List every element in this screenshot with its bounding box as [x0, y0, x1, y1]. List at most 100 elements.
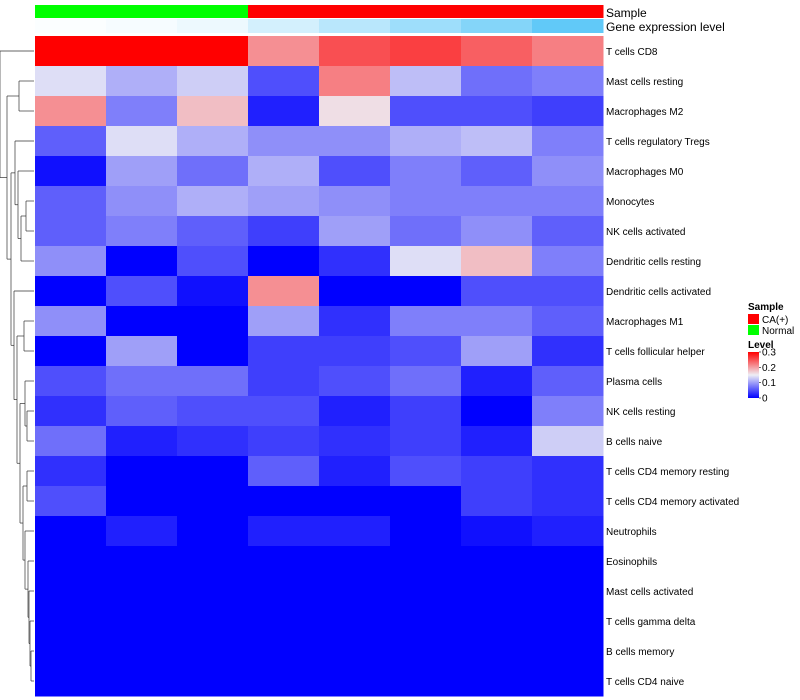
heatmap-cell: [461, 276, 533, 307]
row-label: Macrophages M2: [606, 107, 684, 118]
heatmap-cell: [461, 306, 533, 337]
legend-level-ticks: 0.3 0.2 0.1 0: [759, 348, 776, 405]
heatmap-cell: [461, 126, 533, 157]
heatmap-cell: [248, 156, 320, 187]
heatmap-cell: [106, 246, 178, 277]
heatmap-cell: [532, 546, 604, 577]
heatmap-cell: [177, 516, 249, 547]
annotation-sample-cell: [461, 5, 533, 18]
heatmap-cell: [106, 336, 178, 367]
row-label: NK cells activated: [606, 227, 685, 238]
heatmap-cell: [461, 486, 533, 517]
annotation-sample-cell: [177, 5, 249, 18]
row-label: Mast cells activated: [606, 587, 693, 598]
heatmap-cell: [106, 576, 178, 607]
heatmap-cell: [248, 336, 320, 367]
row-label: Neutrophils: [606, 527, 657, 538]
heatmap-cell: [532, 156, 604, 187]
heatmap-cell: [461, 516, 533, 547]
heatmap-cell: [390, 426, 462, 457]
heatmap-cell: [248, 666, 320, 697]
heatmap-cell: [177, 486, 249, 517]
row-label: B cells naive: [606, 437, 663, 448]
heatmap-cell: [248, 606, 320, 637]
heatmap-cell: [106, 546, 178, 577]
heatmap-cell: [106, 216, 178, 247]
heatmap-cell: [390, 666, 462, 697]
heatmap-cell: [248, 306, 320, 337]
heatmap-cell: [106, 156, 178, 187]
heatmap-cell: [390, 36, 462, 67]
heatmap-cell: [390, 366, 462, 397]
heatmap-cell: [177, 126, 249, 157]
heatmap-cell: [319, 486, 391, 517]
heatmap-cell: [532, 576, 604, 607]
heatmap-cell: [248, 396, 320, 427]
heatmap-cell: [35, 306, 107, 337]
heatmap-cell: [106, 96, 178, 127]
legend-level-tick-label: 0.2: [762, 363, 776, 374]
heatmap-cell: [177, 636, 249, 667]
heatmap-cell: [248, 516, 320, 547]
legend-level-tick-label: 0: [762, 394, 768, 405]
heatmap-cell: [106, 606, 178, 637]
heatmap-cell: [106, 486, 178, 517]
legend-sample-label-normal: Normal: [762, 326, 794, 337]
heatmap-cell: [390, 246, 462, 277]
heatmap-cell: [177, 336, 249, 367]
annotation-sample-cell: [390, 5, 462, 18]
heatmap-cell: [106, 276, 178, 307]
heatmap-cell: [319, 516, 391, 547]
heatmap-cell: [177, 426, 249, 457]
heatmap-cell: [461, 216, 533, 247]
heatmap-cell: [319, 96, 391, 127]
annotation-expression-cell: [106, 19, 178, 33]
heatmap-cell: [35, 666, 107, 697]
heatmap-cell: [248, 366, 320, 397]
heatmap-cell: [461, 546, 533, 577]
heatmap-cell: [461, 36, 533, 67]
heatmap-cell: [461, 426, 533, 457]
heatmap-cell: [248, 66, 320, 97]
heatmap-cell: [177, 606, 249, 637]
row-label: T cells CD8: [606, 47, 658, 58]
heatmap-cell: [177, 96, 249, 127]
legend-sample: Sample CA(+) Normal: [748, 302, 794, 337]
heatmap-cells: [35, 36, 604, 697]
heatmap-cell: [532, 396, 604, 427]
heatmap-cell: [35, 486, 107, 517]
legend-level-tick-label: 0.1: [762, 378, 776, 389]
heatmap-cell: [532, 366, 604, 397]
legend-sample-swatch-ca: [748, 314, 759, 324]
heatmap-cell: [390, 216, 462, 247]
annotation-expression-cell: [319, 19, 391, 33]
heatmap-cell: [35, 396, 107, 427]
column-annotations: [35, 5, 604, 33]
heatmap-cell: [35, 546, 107, 577]
heatmap-cell: [390, 186, 462, 217]
heatmap-cell: [532, 96, 604, 127]
heatmap-cell: [248, 456, 320, 487]
heatmap-cell: [319, 636, 391, 667]
heatmap-cell: [319, 306, 391, 337]
heatmap-cell: [35, 216, 107, 247]
heatmap-cell: [35, 126, 107, 157]
heatmap-cell: [35, 606, 107, 637]
row-dendrogram: [0, 50, 34, 682]
annotation-expression-cell: [35, 19, 107, 33]
row-label: Macrophages M0: [606, 167, 684, 178]
annotation-label-sample: Sample: [606, 6, 647, 20]
heatmap-cell: [177, 456, 249, 487]
heatmap-cell: [319, 456, 391, 487]
heatmap-cell: [319, 576, 391, 607]
heatmap-cell: [35, 336, 107, 367]
heatmap-cell: [248, 126, 320, 157]
annotation-sample-cell: [248, 5, 320, 18]
row-label: Eosinophils: [606, 557, 657, 568]
heatmap-cell: [390, 66, 462, 97]
heatmap-cell: [177, 666, 249, 697]
annotation-expression-cell: [390, 19, 462, 33]
heatmap-cell: [319, 366, 391, 397]
heatmap-cell: [390, 636, 462, 667]
heatmap-cell: [461, 666, 533, 697]
